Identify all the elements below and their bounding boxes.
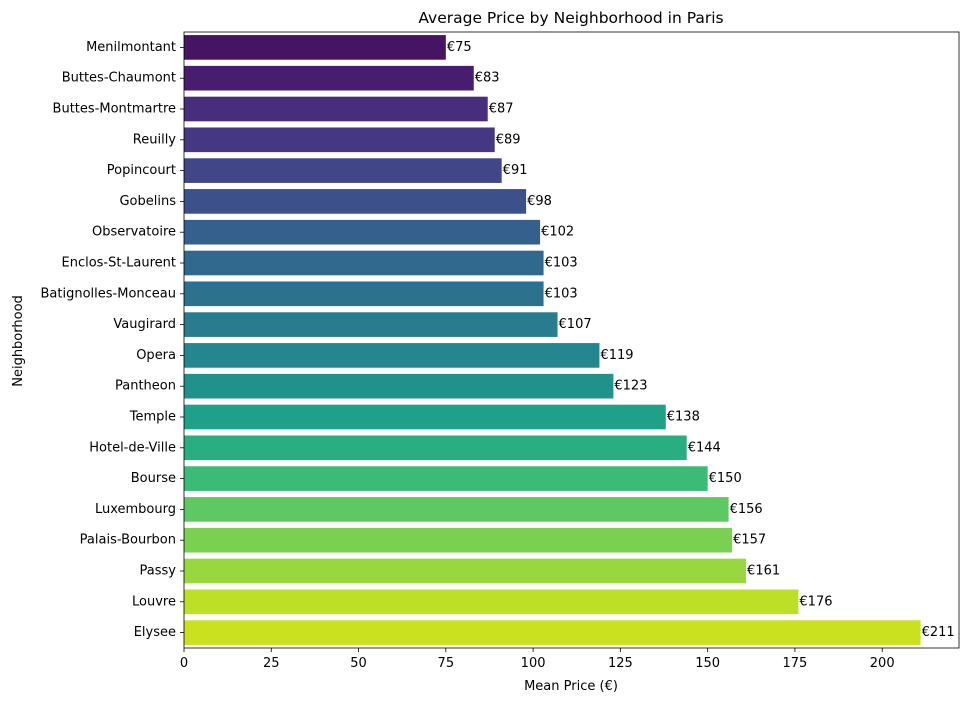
bar-buttes-montmartre bbox=[184, 96, 488, 122]
y-tick-label: Menilmontant bbox=[86, 40, 176, 55]
bar-menilmontant bbox=[184, 35, 446, 60]
y-tick-labels: Menilmontant Buttes-Chaumont Buttes-Montma… bbox=[41, 40, 184, 640]
bar-passy bbox=[184, 558, 747, 584]
x-tick-label: 25 bbox=[263, 656, 280, 671]
bar-batignolles-monceau bbox=[184, 281, 544, 307]
x-tick-label: 175 bbox=[783, 656, 808, 671]
y-tick-label: Gobelins bbox=[119, 194, 176, 209]
y-tick-label: Elysee bbox=[134, 625, 176, 640]
y-tick-label: Batignolles-Monceau bbox=[41, 286, 176, 301]
bar-buttes-chaumont bbox=[184, 65, 474, 91]
y-tick-label: Popincourt bbox=[107, 163, 176, 178]
y-tick-label: Opera bbox=[136, 348, 176, 363]
y-tick-label: Vaugirard bbox=[113, 317, 176, 332]
y-tick-label: Luxembourg bbox=[95, 502, 176, 517]
bar-palais-bourbon bbox=[184, 527, 733, 553]
data-label: €150 bbox=[709, 471, 742, 486]
bar-bourse bbox=[184, 466, 708, 491]
bar-vaugirard bbox=[184, 312, 558, 337]
bar-gobelins bbox=[184, 189, 527, 214]
data-label: €144 bbox=[688, 440, 721, 455]
y-tick-label: Reuilly bbox=[133, 132, 177, 147]
y-tick-label: Pantheon bbox=[115, 379, 176, 394]
bar-observatoire bbox=[184, 219, 541, 245]
x-tick-label: 0 bbox=[180, 656, 188, 671]
x-tick-label: 50 bbox=[350, 656, 367, 671]
data-label: €87 bbox=[489, 102, 514, 117]
bar-luxembourg bbox=[184, 497, 729, 522]
plot-frame bbox=[183, 31, 960, 649]
x-tick-label: 150 bbox=[695, 656, 720, 671]
bar-pantheon bbox=[184, 373, 614, 399]
data-label: €98 bbox=[527, 194, 552, 209]
data-label: €157 bbox=[733, 533, 766, 548]
bar-hotel-de-ville bbox=[184, 435, 687, 461]
data-labels: €75 €83 €87 €89 €91 €98 €102 €103 €103 €107 €119 €1… bbox=[447, 40, 955, 640]
x-ticks: 0 25 50 75 100 125 150 175 200 bbox=[180, 648, 895, 671]
y-tick-label: Louvre bbox=[132, 594, 176, 609]
chart-title: Average Price by Neighborhood in Paris bbox=[418, 9, 723, 27]
y-tick-label: Temple bbox=[129, 410, 176, 425]
bar-louvre bbox=[184, 589, 799, 615]
bar-elysee bbox=[184, 620, 921, 645]
bar-opera bbox=[184, 343, 600, 368]
data-label: €119 bbox=[600, 348, 633, 363]
data-label: €123 bbox=[614, 379, 647, 394]
data-label: €176 bbox=[799, 594, 832, 609]
y-tick-label: Enclos-St-Laurent bbox=[61, 256, 176, 271]
y-tick-label: Hotel-de-Ville bbox=[89, 440, 176, 455]
data-label: €102 bbox=[541, 225, 574, 240]
bar-temple bbox=[184, 404, 666, 430]
bar-reuilly bbox=[184, 127, 495, 153]
y-tick-label: Bourse bbox=[131, 471, 176, 486]
x-tick-label: 75 bbox=[438, 656, 455, 671]
bars-group bbox=[184, 35, 921, 645]
data-label: €156 bbox=[730, 502, 763, 517]
data-label: €211 bbox=[922, 625, 955, 640]
y-tick-label: Observatoire bbox=[92, 225, 176, 240]
data-label: €89 bbox=[496, 132, 521, 147]
data-label: €103 bbox=[545, 286, 578, 301]
data-label: €161 bbox=[747, 564, 780, 579]
y-tick-label: Buttes-Montmartre bbox=[53, 102, 176, 117]
data-label: €91 bbox=[503, 163, 528, 178]
x-tick-label: 125 bbox=[608, 656, 633, 671]
x-axis-title: Mean Price (€) bbox=[524, 679, 618, 694]
y-tick-label: Palais-Bourbon bbox=[80, 533, 176, 548]
x-tick-label: 100 bbox=[521, 656, 546, 671]
axes-frame bbox=[183, 31, 960, 649]
y-tick-label: Buttes-Chaumont bbox=[62, 71, 176, 86]
data-label: €107 bbox=[559, 317, 592, 332]
bar-popincourt bbox=[184, 158, 502, 183]
data-label: €83 bbox=[475, 71, 500, 86]
y-axis-title: Neighborhood bbox=[11, 295, 26, 387]
data-label: €138 bbox=[667, 410, 700, 425]
bar-enclos-st-laurent bbox=[184, 250, 544, 276]
data-label: €103 bbox=[545, 256, 578, 271]
data-label: €75 bbox=[447, 40, 472, 55]
x-tick-label: 200 bbox=[870, 656, 895, 671]
y-tick-label: Passy bbox=[140, 564, 177, 579]
